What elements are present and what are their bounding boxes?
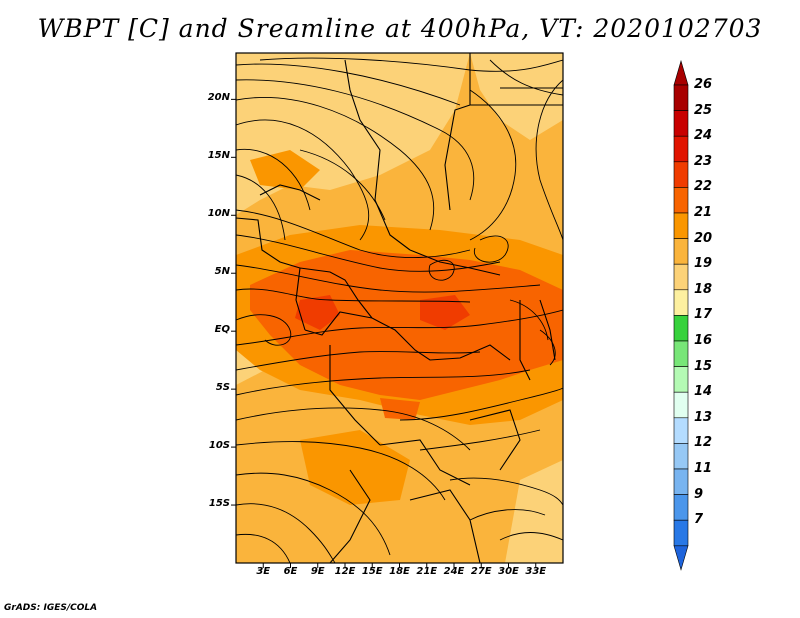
colorbar-label: 21 (694, 205, 713, 220)
lon-ticks (262, 563, 537, 568)
map-plot-area (236, 53, 563, 563)
colorbar-swatch (673, 443, 689, 470)
colorbar-swatch (673, 110, 689, 137)
wbpt-field-21-south (300, 430, 410, 505)
colorbar-swatch (673, 135, 689, 163)
lat-label: EQ (214, 324, 230, 336)
wbpt-field-23-spot (420, 295, 470, 330)
colorbar-label: 24 (694, 128, 713, 144)
colorbar (673, 59, 689, 571)
lat-ticks (231, 98, 236, 506)
colorbar-label: 25 (694, 102, 713, 118)
lon-label: 9E (310, 566, 325, 577)
lat-label: 5S (215, 382, 230, 394)
lon-label: 33E (525, 566, 547, 577)
colorbar-top-arrow (673, 59, 689, 86)
lat-label: 10N (207, 208, 230, 220)
colorbar-swatch (673, 468, 689, 495)
wbpt-field-21-north-patch (250, 150, 320, 190)
lon-label: 24E (443, 566, 465, 577)
colorbar-label: 14 (694, 384, 713, 400)
lat-label: 15N (207, 150, 230, 162)
lon-label: 30E (498, 566, 519, 577)
lon-label: 21E (416, 566, 438, 577)
country-boundaries (236, 53, 563, 563)
lon-label: 6E (283, 566, 298, 577)
colorbar-swatch (673, 366, 689, 393)
lon-label: 15E (361, 566, 383, 577)
lon-label: 12E (334, 566, 356, 577)
colorbar-swatch (673, 391, 689, 419)
streamlines (236, 57, 563, 563)
colorbar-label: 17 (694, 307, 713, 323)
lon-label: 18E (389, 566, 410, 577)
colorbar-label: 18 (694, 281, 713, 297)
colorbar-bottom-arrow (673, 545, 689, 571)
colorbar-swatch (673, 519, 689, 547)
colorbar-label: 26 (694, 77, 713, 92)
wbpt-field-22-band (250, 250, 563, 400)
colorbar-label: 15 (694, 358, 713, 374)
colorbar-swatch (673, 289, 689, 316)
colorbar-swatch (673, 315, 689, 342)
chart-title: WBPT [C] and Sreamline at 400hPa, VT: 20… (37, 14, 763, 43)
grads-credit: GrADS: IGES/COLA (4, 603, 98, 613)
colorbar-label: 19 (694, 256, 713, 272)
lat-label: 10S (208, 440, 230, 452)
colorbar-swatch (673, 263, 689, 291)
colorbar-label: 7 (694, 512, 704, 528)
colorbar-swatch (673, 212, 689, 239)
colorbar-label: 16 (694, 333, 713, 348)
colorbar-label: 12 (694, 435, 713, 451)
colorbar-label: 11 (694, 461, 713, 476)
colorbar-label: 13 (694, 409, 713, 425)
colorbar-swatch (673, 340, 689, 367)
lon-label: 27E (470, 566, 492, 577)
colorbar-swatch (673, 417, 689, 444)
lat-label: 15S (208, 498, 230, 510)
lat-label: 20N (207, 92, 230, 104)
colorbar-swatch (673, 84, 689, 111)
colorbar-swatch (673, 187, 689, 214)
lat-label: 5N (214, 266, 230, 278)
colorbar-label: 9 (694, 486, 704, 502)
colorbar-label: 23 (694, 153, 713, 169)
colorbar-label: 20 (694, 230, 713, 246)
wbpt-field-22-patch (380, 398, 420, 420)
wbpt-field-23-spot (295, 295, 340, 330)
lon-label: 3E (256, 566, 271, 577)
colorbar-label: 22 (694, 179, 713, 195)
colorbar-swatch (673, 161, 689, 188)
colorbar-swatch (673, 494, 689, 521)
colorbar-swatch (673, 238, 689, 265)
